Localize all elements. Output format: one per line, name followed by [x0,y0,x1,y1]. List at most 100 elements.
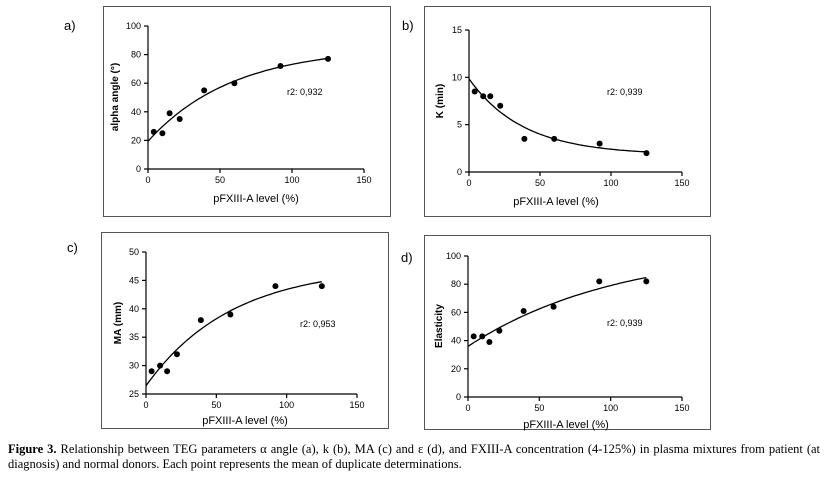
x-tick-label: 50 [211,400,221,410]
panel-letter-c: c) [67,240,78,255]
data-point [164,368,171,375]
data-point [479,333,486,340]
y-tick-label: 40 [451,336,461,346]
data-point [197,317,204,324]
x-tick-label: 100 [603,178,618,188]
data-point [325,55,331,62]
data-point [277,63,284,70]
panel-frame-a [103,6,391,217]
data-point [201,87,208,94]
x-axis-label: pFXIII-A level (%) [213,193,299,205]
panel-frame-b [424,6,711,217]
chart-panel-b: 0 50 100 150 0 5 10 15 pFXIII-A level (%) K (min)… [435,25,690,208]
data-point [272,283,279,290]
y-tick-label: 0 [136,164,141,174]
data-point [521,135,528,142]
fit-curve [145,281,322,387]
data-point [496,327,503,334]
data-point [227,311,234,318]
r2-annotation: r2: 0,939 [607,318,643,328]
data-point [231,80,238,87]
panel-letter-a: a) [64,18,76,33]
y-tick-label: 40 [131,107,141,117]
x-tick-label: 150 [674,403,689,413]
x-tick-label: 50 [535,178,545,188]
data-point [520,307,527,314]
x-tick-label: 50 [215,175,225,185]
panel-frame-c [101,232,389,429]
panel-letter-d: d) [401,250,413,265]
caption-text: Relationship between TEG parameters α an… [8,442,821,471]
data-point [157,362,164,369]
data-point [480,93,487,100]
y-tick-label: 100 [126,21,141,31]
y-tick-label: 60 [451,307,461,317]
y-tick-label: 0 [457,167,462,177]
y-tick-label: 25 [129,389,139,399]
data-point [148,368,155,375]
data-point [166,110,173,117]
fit-curve [468,78,647,153]
figure-caption: Figure 3. Relationship between TEG param… [8,442,820,472]
y-tick-label: 100 [446,251,461,261]
x-tick-label: 0 [145,175,150,185]
y-tick-label: 40 [129,304,139,314]
y-axis-label: alpha angle (°) [110,63,121,131]
y-tick-label: 50 [129,247,139,257]
x-tick-label: 0 [465,403,470,413]
x-tick-label: 0 [466,178,471,188]
x-tick-label: 150 [349,400,364,410]
x-axis-label: pFXIII-A level (%) [523,419,609,431]
y-tick-label: 0 [456,392,461,402]
y-axis-label: MA (mm) [113,302,124,344]
y-tick-label: 20 [451,364,461,374]
data-point [318,283,325,290]
x-tick-label: 0 [143,400,148,410]
data-point [497,102,504,109]
x-tick-label: 100 [279,400,294,410]
chart-panel-a: 0 50 100 150 0 20 40 60 80 100 pFXIII-A level (%) a… [110,21,372,205]
x-tick-label: 150 [674,178,689,188]
x-tick-label: 100 [284,175,299,185]
data-point [150,128,157,135]
data-point [550,303,557,310]
y-axis-label: Elasticity [434,304,445,348]
y-tick-label: 60 [131,78,141,88]
y-tick-label: 80 [131,50,141,60]
x-tick-label: 150 [356,175,371,185]
y-axis-label: K (min) [435,84,446,118]
data-point [596,140,603,147]
data-point [643,150,650,157]
data-point [487,93,494,100]
data-point [551,135,558,142]
data-point [486,339,493,346]
y-tick-label: 80 [451,279,461,289]
data-point [470,333,477,340]
data-point [596,278,603,285]
x-axis-label: pFXIII-A level (%) [202,415,288,427]
data-point [173,351,180,358]
y-tick-label: 20 [131,135,141,145]
panel-letter-b: b) [402,18,414,33]
y-tick-label: 5 [457,120,462,130]
data-point [159,130,166,137]
r2-annotation: r2: 0,939 [607,87,643,97]
chart-panel-c: 0 50 100 150 25 30 35 40 45 50 pFXIII-A level (%) M… [113,247,365,427]
r2-annotation: r2: 0,953 [300,319,336,329]
y-tick-label: 10 [452,72,462,82]
data-point [471,88,478,95]
caption-label: Figure 3. [8,442,57,456]
x-tick-label: 100 [603,403,618,413]
y-tick-label: 35 [129,332,139,342]
y-tick-label: 30 [129,361,139,371]
x-axis-label: pFXIII-A level (%) [513,196,599,208]
y-tick-label: 45 [129,275,139,285]
data-point [643,278,650,285]
fit-curve [147,57,329,142]
chart-panel-d: 0 50 100 150 0 20 40 60 80 100 pFXIII-A level (%) E… [434,251,690,431]
data-point [176,115,183,122]
x-tick-label: 50 [534,403,544,413]
y-tick-label: 15 [452,25,462,35]
